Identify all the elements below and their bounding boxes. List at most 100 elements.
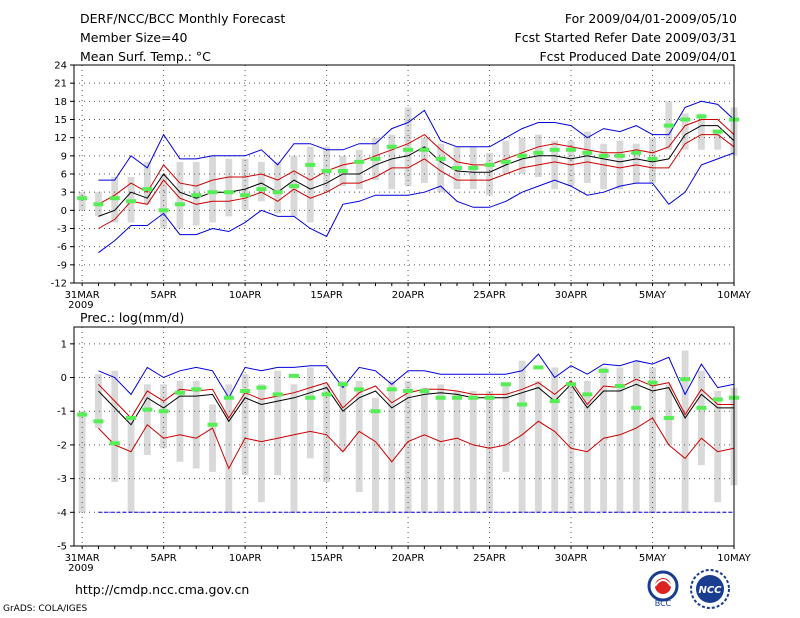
- spread-box: [616, 140, 624, 190]
- ensemble-max-line: [98, 100, 735, 181]
- started-date: Fcst Started Refer Date 2009/03/31: [514, 30, 738, 45]
- spread-box: [649, 367, 656, 513]
- spread-box: [209, 155, 216, 223]
- y-tick-label: -6: [57, 242, 67, 253]
- spread-box: [176, 161, 184, 229]
- spread-box: [306, 146, 314, 223]
- ensemble-min-line: [98, 152, 735, 254]
- x-tick-label: 15APR: [310, 553, 343, 564]
- mean-1-std-line: [98, 417, 735, 470]
- spread-box: [681, 113, 689, 150]
- spread-box: [192, 380, 200, 469]
- spread-box: [257, 384, 265, 503]
- spread-box: [388, 380, 396, 513]
- spread-box: [323, 384, 331, 482]
- spread-box: [241, 374, 249, 476]
- x-tick-label: 30APR: [555, 553, 588, 564]
- y-tick-label: -12: [51, 279, 67, 290]
- x-tick-label: 10MAY: [717, 290, 751, 301]
- spread-box: [143, 384, 151, 456]
- year-label: 2009: [68, 563, 93, 574]
- x-tick-label: 5MAY: [639, 553, 667, 564]
- spread-box: [143, 161, 151, 205]
- plot-frame: [73, 326, 735, 547]
- y-tick-label: -9: [57, 260, 67, 271]
- y-tick-label: 3: [61, 188, 67, 199]
- spread-box: [437, 143, 445, 193]
- y-tick-label: -3: [57, 224, 67, 235]
- spread-box: [437, 384, 445, 513]
- x-tick-label: 31MAR: [65, 290, 100, 301]
- x-tick-label: 10MAY: [717, 553, 751, 564]
- mean-1-std-line: [98, 378, 734, 419]
- mean-1-std-line: [98, 134, 735, 229]
- spread-box: [274, 370, 282, 476]
- x-tick-label: 25APR: [473, 553, 506, 564]
- spread-box: [306, 367, 314, 459]
- forecast-period: For 2009/04/01-2009/05/10: [564, 11, 737, 26]
- spread-box: [632, 360, 640, 513]
- spread-box: [551, 367, 559, 513]
- y-tick-label: 15: [54, 115, 67, 126]
- spread-box: [388, 134, 396, 190]
- x-tick-label: 15APR: [310, 290, 343, 301]
- x-tick-label: 5APR: [151, 290, 177, 301]
- spread-box: [290, 384, 298, 513]
- spread-box: [78, 192, 86, 211]
- spread-box: [420, 137, 428, 184]
- spread-box: [111, 370, 119, 482]
- y-tick-label: -1: [57, 407, 67, 418]
- panel-prec: -5 -4 -3 -2 -1 0 1 31MAR 5APR 10APR 15APR 20APR 25AP…: [57, 310, 752, 574]
- spread-box: [714, 391, 722, 503]
- panel-title: Prec.: log(mm/d): [80, 310, 184, 325]
- spread-box: [551, 140, 559, 190]
- grads-credit: GrADS: COLA/IGES: [3, 604, 88, 614]
- spread-box: [257, 161, 265, 202]
- spread-box: [176, 380, 184, 462]
- x-tick-label: 5MAY: [639, 290, 667, 301]
- ensemble-mean-line: [98, 383, 734, 426]
- spread-box: [160, 174, 168, 229]
- spread-box: [567, 387, 575, 513]
- spread-box: [665, 384, 673, 445]
- spread-box: [616, 367, 624, 513]
- x-tick-label: 5APR: [151, 553, 177, 564]
- y-tick-label: -2: [57, 440, 67, 451]
- spread-box: [372, 397, 379, 513]
- spread-box: [697, 370, 705, 466]
- spread-box: [95, 374, 102, 429]
- panel-temp: -12 -9 -6 -3 0 3 6 9 12 15 18 21 24 31MAR 5APR 10APR 15A…: [51, 61, 752, 312]
- spread-box: [518, 360, 526, 513]
- x-tick-label: 20APR: [392, 553, 425, 564]
- spread-box: [486, 391, 493, 513]
- spread-box: [355, 149, 363, 190]
- mean-1-std-line: [98, 119, 735, 205]
- spread-box: [355, 380, 363, 493]
- spread-box: [567, 140, 575, 187]
- y-tick-label: 21: [54, 79, 67, 90]
- y-tick-label: 12: [54, 133, 67, 144]
- spread-box: [225, 384, 233, 513]
- x-tick-label: 30APR: [555, 290, 588, 301]
- spread-box: [225, 158, 233, 217]
- spread-box: [241, 158, 249, 211]
- source-url[interactable]: http://cmdp.ncc.cma.gov.cn: [75, 582, 250, 597]
- spread-box: [127, 417, 135, 513]
- spread-box: [583, 131, 591, 184]
- chart-title: DERF/NCC/BCC Monthly Forecast: [80, 11, 286, 26]
- x-tick-label: 10APR: [229, 553, 262, 564]
- x-tick-label: 31MAR: [65, 553, 100, 564]
- y-tick-label: 24: [54, 61, 67, 72]
- y-tick-label: -3: [57, 474, 67, 485]
- ensemble-max-line: [98, 353, 735, 399]
- spread-box: [583, 380, 591, 513]
- year-label: 2009: [68, 300, 93, 311]
- spread-box: [274, 161, 282, 214]
- bcc-logo-text: BCC: [655, 599, 672, 608]
- ensemble-mean-line: [98, 125, 735, 217]
- spread-box: [404, 107, 412, 187]
- spread-box: [404, 380, 412, 513]
- spread-box: [160, 384, 168, 449]
- spread-box: [681, 350, 689, 513]
